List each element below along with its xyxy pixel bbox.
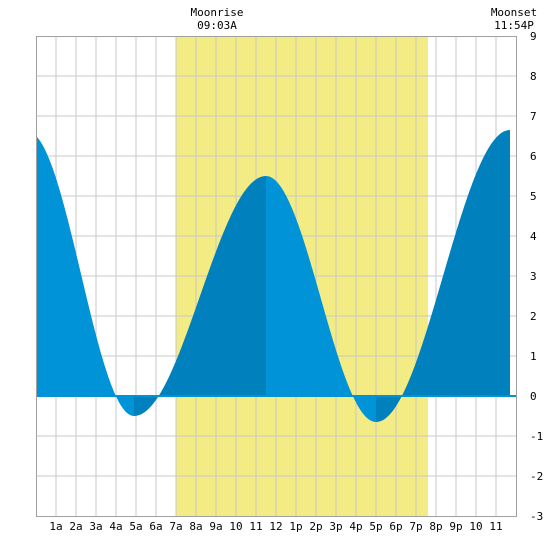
- plot-frame: [36, 36, 517, 517]
- x-tick-label: 5a: [129, 520, 142, 533]
- moon-event-label: Moonset: [491, 6, 537, 19]
- x-tick-label: 10: [469, 520, 482, 533]
- x-tick-label: 6a: [149, 520, 162, 533]
- moon-event-time: 11:54P: [494, 19, 534, 32]
- x-tick-label: 7p: [409, 520, 422, 533]
- y-tick-label: -3: [530, 510, 543, 523]
- tide-segment-2: [266, 176, 376, 422]
- tide-segment-0: [36, 135, 134, 416]
- x-tick-label: 2a: [69, 520, 82, 533]
- y-tick-label: -1: [530, 430, 543, 443]
- y-tick-label: 9: [530, 30, 537, 43]
- x-tick-label: 11: [249, 520, 262, 533]
- tide-segment-3: [376, 130, 510, 422]
- y-tick-label: 5: [530, 190, 537, 203]
- x-tick-label: 1a: [49, 520, 62, 533]
- y-tick-label: 4: [530, 230, 537, 243]
- x-tick-label: 6p: [389, 520, 402, 533]
- y-axis-ticks: -3 -2 -1 0 1 2 3 4 5 6 7 8 9: [530, 30, 543, 523]
- x-tick-label: 9p: [449, 520, 462, 533]
- y-tick-label: 8: [530, 70, 537, 83]
- moon-event-label: Moonrise: [191, 6, 244, 19]
- x-tick-label: 2p: [309, 520, 322, 533]
- x-tick-label: 7a: [169, 520, 182, 533]
- moon-event-time: 09:03A: [197, 19, 237, 32]
- y-tick-label: 7: [530, 110, 537, 123]
- x-tick-label: 8p: [429, 520, 442, 533]
- x-tick-label: 5p: [369, 520, 382, 533]
- x-tick-label: 1p: [289, 520, 302, 533]
- x-tick-label: 9a: [209, 520, 222, 533]
- x-tick-label: 3a: [89, 520, 102, 533]
- x-tick-label: 11: [489, 520, 502, 533]
- y-tick-label: 6: [530, 150, 537, 163]
- x-tick-label: 3p: [329, 520, 342, 533]
- y-tick-label: 2: [530, 310, 537, 323]
- x-tick-label: 8a: [189, 520, 202, 533]
- tide-area: [36, 130, 516, 422]
- y-tick-label: 3: [530, 270, 537, 283]
- y-tick-label: 1: [530, 350, 537, 363]
- x-tick-label: 10: [229, 520, 242, 533]
- x-axis-ticks: 1a 2a 3a 4a 5a 6a 7a 8a 9a 10 11 12 1p 2p 3p 4p 5p 6p 7p 8p…: [49, 520, 502, 533]
- x-tick-label: 4a: [109, 520, 122, 533]
- x-tick-label: 12: [269, 520, 282, 533]
- x-tick-label: 4p: [349, 520, 362, 533]
- tide-segment-1: [134, 176, 266, 416]
- y-tick-label: -2: [530, 470, 543, 483]
- y-tick-label: 0: [530, 390, 537, 403]
- frame-rect: [36, 36, 517, 517]
